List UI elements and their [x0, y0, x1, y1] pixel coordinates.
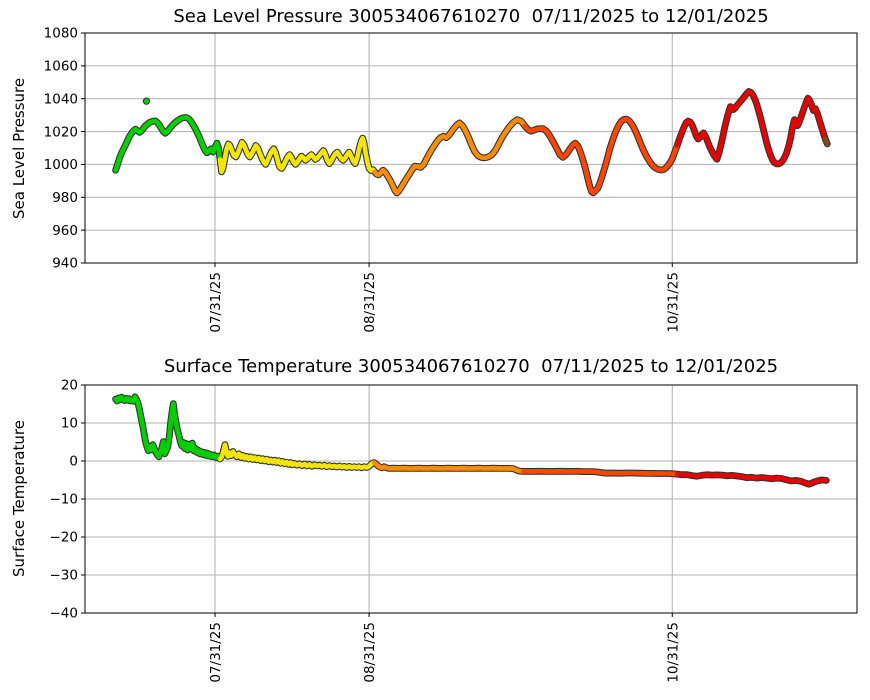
- pressure-series-segment: [217, 135, 377, 175]
- x-tick-label: 07/31/25: [208, 272, 224, 333]
- temperature-chart-title: Surface Temperature 300534067610270 07/1…: [163, 356, 779, 377]
- y-tick-label: −30: [50, 568, 79, 584]
- temperature-series-segment: [520, 469, 680, 477]
- y-tick-label: −10: [50, 492, 79, 508]
- pressure-series-segment: [823, 136, 830, 147]
- temperature-axes: 20 10 0 −10 −20 −30 −40 07/31/25 08/31/25 10/31/2…: [50, 378, 858, 683]
- temperature-series-segment: [674, 471, 829, 487]
- y-tick-label: 940: [52, 256, 78, 272]
- y-tick-label: 20: [61, 378, 78, 394]
- temperature-y-axis-label: Surface Temperature: [10, 420, 28, 578]
- pressure-series-segment: [113, 115, 223, 173]
- pressure-series-segment: [522, 116, 680, 196]
- x-tick-label: 10/31/25: [665, 622, 681, 683]
- temperature-series-segment: [371, 460, 526, 474]
- pressure-y-axis-label: Sea Level Pressure: [10, 77, 28, 219]
- y-tick-label: 1040: [44, 91, 78, 107]
- y-tick-label: −40: [50, 606, 79, 622]
- y-tick-label: 1080: [44, 26, 78, 42]
- pressure-series-segment: [372, 117, 527, 196]
- y-tick-label: 960: [52, 223, 78, 239]
- x-tick-label: 07/31/25: [208, 622, 224, 683]
- x-tick-label: 08/31/25: [362, 272, 378, 333]
- x-tick-label: 08/31/25: [362, 622, 378, 683]
- pressure-outlier-point: [142, 97, 151, 105]
- pressure-series-segment: [674, 89, 828, 167]
- y-tick-label: 1000: [44, 157, 78, 173]
- x-tick-label: 10/31/25: [665, 272, 681, 333]
- y-tick-label: −20: [50, 530, 79, 546]
- temperature-series-segment: [113, 394, 223, 462]
- temperature-series-segment: [217, 442, 377, 471]
- temperature-series-outline: [112, 393, 830, 488]
- pressure-plot-border: [84, 32, 858, 264]
- y-tick-label: 980: [52, 190, 78, 206]
- pressure-chart-title: Sea Level Pressure 300534067610270 07/11…: [173, 6, 769, 27]
- pressure-axes: 1080 1060 1040 1020 1000 980 960 940 07/31/25 08/…: [44, 26, 858, 333]
- y-tick-label: 1060: [44, 59, 78, 75]
- y-tick-label: 0: [69, 454, 78, 470]
- y-tick-label: 1020: [44, 124, 78, 140]
- y-tick-label: 10: [61, 416, 78, 432]
